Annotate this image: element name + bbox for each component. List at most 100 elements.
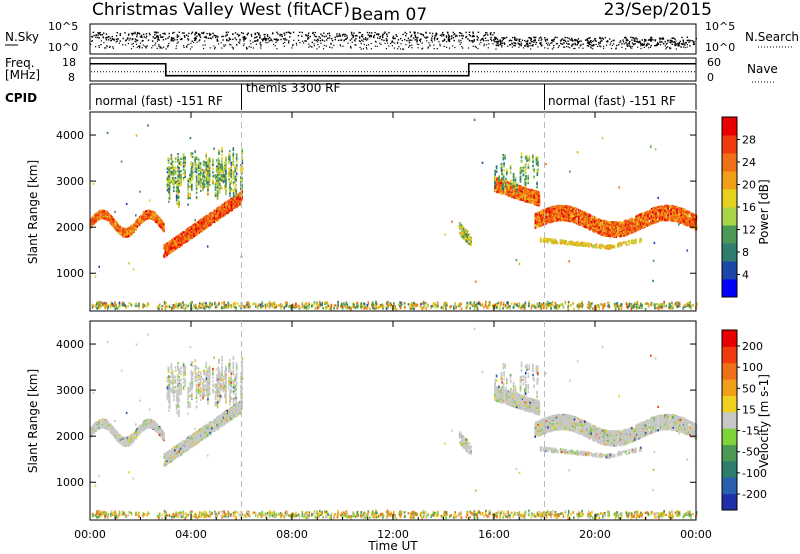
power-cell	[114, 223, 116, 225]
noise-search-point	[665, 45, 666, 46]
noise-search-point	[576, 44, 577, 45]
noise-search-point	[139, 47, 140, 48]
noise-search-point	[354, 44, 355, 45]
power-cell	[191, 231, 193, 233]
noise-search-point	[296, 44, 297, 45]
noise-search-point	[288, 42, 289, 43]
noise-sky-point	[203, 33, 204, 34]
noise-search-point	[360, 47, 361, 48]
noise-search-point	[629, 44, 630, 45]
noise-search-point	[397, 42, 398, 43]
noise-search-point	[648, 47, 649, 48]
noise-search-point	[558, 47, 559, 48]
power-cell	[242, 160, 244, 162]
power-cell	[205, 228, 207, 230]
noise-sky-point	[276, 38, 277, 39]
noise-sky-point	[154, 38, 155, 39]
noise-sky-point	[684, 44, 685, 45]
noise-search-point	[379, 43, 380, 44]
power-cell	[124, 234, 126, 236]
noise-sky-point	[327, 38, 328, 39]
noise-search-point	[176, 45, 177, 46]
noise-search-point	[564, 47, 565, 48]
noise-sky-point	[534, 39, 535, 40]
noise-search-point	[110, 46, 111, 47]
cpid-segment-2: themis 3300 RF	[246, 81, 340, 95]
power-cell	[153, 217, 155, 219]
noise-search-point	[340, 45, 341, 46]
power-cell	[99, 210, 101, 212]
noise-sky-point	[316, 36, 317, 37]
noise-search-point	[629, 46, 630, 47]
beam-label: Beam 07	[351, 5, 427, 25]
power-cell	[205, 220, 207, 222]
noise-sky-point	[251, 35, 252, 36]
noise-sky-point	[626, 44, 627, 45]
nave-scale-bottom: 0	[707, 71, 714, 84]
power-cell	[234, 186, 236, 188]
noise-sky-point	[235, 37, 236, 38]
noise-sky-point	[538, 40, 539, 41]
power-cell	[242, 150, 244, 152]
noise-search-point	[616, 48, 617, 49]
noise-search-point	[340, 44, 341, 45]
noise-search-point	[230, 44, 231, 45]
noise-search-point	[128, 43, 129, 44]
noise-sky-point	[374, 32, 375, 33]
noise-sky-point	[656, 44, 657, 45]
noise-sky-point	[99, 37, 100, 38]
noise-sky-point	[533, 42, 534, 43]
noise-sky-point	[322, 35, 323, 36]
noise-search-point	[392, 45, 393, 46]
noise-sky-point	[461, 33, 462, 34]
power-cell	[211, 212, 213, 214]
noise-sky-point	[241, 32, 242, 33]
noise-sky-point	[406, 40, 407, 41]
power-cell	[193, 235, 195, 237]
noise-sky-point	[492, 34, 493, 35]
noise-sky-point	[666, 43, 667, 44]
noise-sky-point	[200, 37, 201, 38]
noise-sky-point	[235, 32, 236, 33]
noise-sky-point	[382, 37, 383, 38]
noise-sky-point	[352, 35, 353, 36]
noise-sky-point	[626, 40, 627, 41]
noise-search-point	[553, 41, 554, 42]
noise-search-point	[210, 47, 211, 48]
noise-search-point	[347, 43, 348, 44]
power-cell	[148, 211, 150, 213]
noise-sky-point	[527, 41, 528, 42]
power-cell	[168, 243, 170, 245]
noise-sky-point	[515, 39, 516, 40]
power-cell	[221, 214, 223, 216]
noise-search-point	[157, 48, 158, 49]
noise-search-point	[593, 40, 594, 41]
noise-sky-point	[217, 39, 218, 40]
noise-search-point	[690, 40, 691, 41]
noise-sky-point	[533, 40, 534, 41]
power-cell	[234, 201, 236, 203]
noise-sky-point	[618, 44, 619, 45]
power-cell	[207, 220, 209, 222]
noise-search-point	[246, 48, 247, 49]
noise-sky-point	[209, 34, 210, 35]
noise-search-point	[267, 42, 268, 43]
noise-search-point	[458, 40, 459, 41]
noise-sky-point	[494, 38, 495, 39]
noise-search-point	[168, 43, 169, 44]
noise-sky-point	[188, 39, 189, 40]
noise-sky-point	[632, 37, 633, 38]
noise-sky-point	[340, 40, 341, 41]
noise-sky-point	[323, 33, 324, 34]
noise-search-point	[512, 46, 513, 47]
noise-search-point	[590, 44, 591, 45]
power-cell	[128, 235, 130, 237]
noise-sky-point	[541, 38, 542, 39]
noise-sky-point	[687, 37, 688, 38]
noise-sky-point	[605, 37, 606, 38]
noise-search-point	[528, 45, 529, 46]
power-cell	[163, 228, 165, 230]
noise-sky-point	[365, 39, 366, 40]
cpid-row: CPID normal (fast) -151 RF themis 3300 R…	[5, 81, 696, 110]
power-cell	[231, 173, 233, 175]
